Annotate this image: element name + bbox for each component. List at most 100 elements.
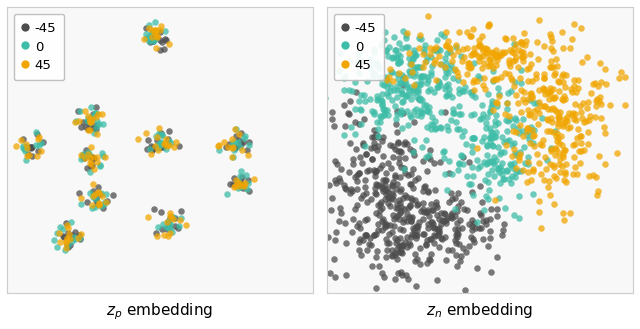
Point xyxy=(214,142,224,147)
Point xyxy=(457,225,467,231)
Point xyxy=(168,215,178,220)
Point xyxy=(384,232,394,237)
Point xyxy=(432,212,442,217)
Point xyxy=(435,124,445,130)
Point xyxy=(499,221,509,227)
Point xyxy=(527,78,538,83)
Point xyxy=(534,110,544,115)
Point xyxy=(509,41,519,47)
Point xyxy=(97,111,107,116)
Point xyxy=(408,166,418,171)
Point xyxy=(327,195,337,200)
Point xyxy=(369,112,380,117)
Point xyxy=(410,53,420,58)
Point xyxy=(405,202,415,207)
Point xyxy=(584,173,594,179)
Point xyxy=(356,195,367,200)
Point xyxy=(236,181,246,187)
Point xyxy=(426,69,436,74)
Point xyxy=(422,190,433,195)
Point xyxy=(475,75,485,81)
Point xyxy=(429,188,440,193)
Point xyxy=(467,236,477,241)
Point xyxy=(354,51,364,56)
Point xyxy=(523,78,533,84)
Point xyxy=(296,206,307,211)
Point xyxy=(545,35,556,40)
Point xyxy=(554,161,564,166)
Point xyxy=(374,75,385,81)
Point xyxy=(498,227,508,233)
Point xyxy=(332,161,342,166)
Point xyxy=(453,168,463,173)
Point xyxy=(528,168,538,173)
Point xyxy=(600,161,611,166)
Point xyxy=(541,166,551,172)
Point xyxy=(354,70,364,76)
Point xyxy=(486,60,496,65)
Point xyxy=(244,188,254,193)
Point xyxy=(591,193,602,198)
Point xyxy=(502,106,513,112)
Point xyxy=(63,231,74,236)
Point xyxy=(156,23,166,29)
Point xyxy=(90,205,100,210)
Point xyxy=(150,30,160,36)
Point xyxy=(96,203,106,209)
Point xyxy=(390,103,400,109)
Point xyxy=(533,99,543,105)
Point xyxy=(558,121,568,126)
Point xyxy=(565,124,575,130)
Point xyxy=(488,79,498,84)
Point xyxy=(446,118,456,123)
Point xyxy=(454,160,464,165)
Point xyxy=(444,45,454,50)
Point xyxy=(444,86,454,91)
Point xyxy=(565,45,575,51)
Point xyxy=(476,65,486,70)
Point xyxy=(32,131,42,136)
Point xyxy=(406,234,416,240)
Point xyxy=(369,70,379,75)
Point xyxy=(504,113,514,118)
Point xyxy=(359,116,369,122)
Point xyxy=(312,167,322,172)
Point xyxy=(454,217,465,222)
Point xyxy=(143,215,153,220)
Point xyxy=(472,79,482,84)
Point xyxy=(419,200,429,206)
Point xyxy=(470,94,481,100)
Point xyxy=(230,134,241,139)
Point xyxy=(236,179,246,185)
Point xyxy=(362,190,372,196)
Point xyxy=(236,168,246,173)
Point xyxy=(422,108,432,114)
Point xyxy=(404,55,414,61)
Point xyxy=(78,152,88,157)
Point xyxy=(383,194,394,199)
Point xyxy=(371,181,381,187)
Point xyxy=(577,140,587,145)
Point xyxy=(421,137,431,142)
Point xyxy=(368,70,378,75)
Point xyxy=(20,141,31,147)
Point xyxy=(380,187,390,192)
Point xyxy=(502,101,513,106)
Point xyxy=(108,192,118,197)
Point xyxy=(405,72,415,78)
Point xyxy=(84,156,95,161)
Point xyxy=(452,73,463,78)
Point xyxy=(577,115,588,121)
Point xyxy=(576,25,586,30)
Point xyxy=(410,47,420,53)
Point xyxy=(430,233,440,239)
Point xyxy=(548,73,559,78)
Point xyxy=(150,134,161,139)
Point xyxy=(420,241,431,246)
Point xyxy=(440,56,451,61)
Point xyxy=(97,121,108,126)
Point xyxy=(240,133,250,138)
Point xyxy=(490,133,500,139)
Point xyxy=(381,177,391,182)
Point xyxy=(554,140,564,146)
